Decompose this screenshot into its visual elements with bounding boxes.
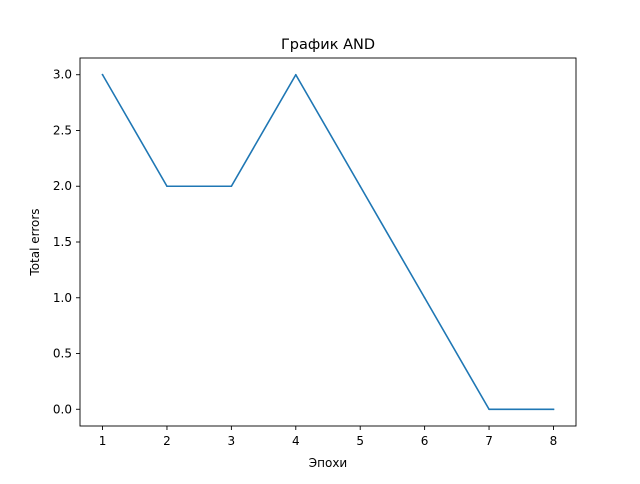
data-point — [359, 185, 362, 188]
data-point — [230, 185, 233, 188]
y-tick-label: 0.5 — [53, 347, 72, 361]
x-tick-label: 5 — [356, 434, 364, 448]
data-point — [488, 408, 490, 411]
x-tick-label: 7 — [485, 434, 493, 448]
x-tick-label: 3 — [228, 434, 236, 448]
y-tick-label: 1.0 — [53, 291, 72, 305]
data-point — [166, 185, 168, 188]
data-point — [423, 296, 426, 299]
y-tick-label: 3.0 — [53, 68, 72, 82]
plot-frame — [79, 57, 577, 427]
x-tick-label: 1 — [99, 434, 107, 448]
series-line — [101, 73, 555, 411]
data-point — [294, 73, 297, 76]
y-tick-label: 0.0 — [53, 402, 72, 416]
y-tick-label: 2.0 — [53, 179, 72, 193]
x-axis-label: Эпохи — [309, 456, 347, 470]
y-tick-label: 2.5 — [53, 123, 72, 137]
x-tick-label: 4 — [292, 434, 300, 448]
x-tick-label: 2 — [163, 434, 171, 448]
plot-area: 1 2 3 4 5 6 7 8 0.0 0.5 1.0 1.5 2.0 2.5 3.0 — [53, 57, 577, 448]
x-tick-label: 6 — [421, 434, 429, 448]
y-tick-label: 1.5 — [53, 235, 72, 249]
data-point — [101, 73, 104, 76]
data-point — [552, 408, 555, 411]
y-axis-label: Total errors — [28, 208, 42, 276]
x-tick-label: 8 — [550, 434, 558, 448]
chart-title: График AND — [281, 37, 375, 53]
